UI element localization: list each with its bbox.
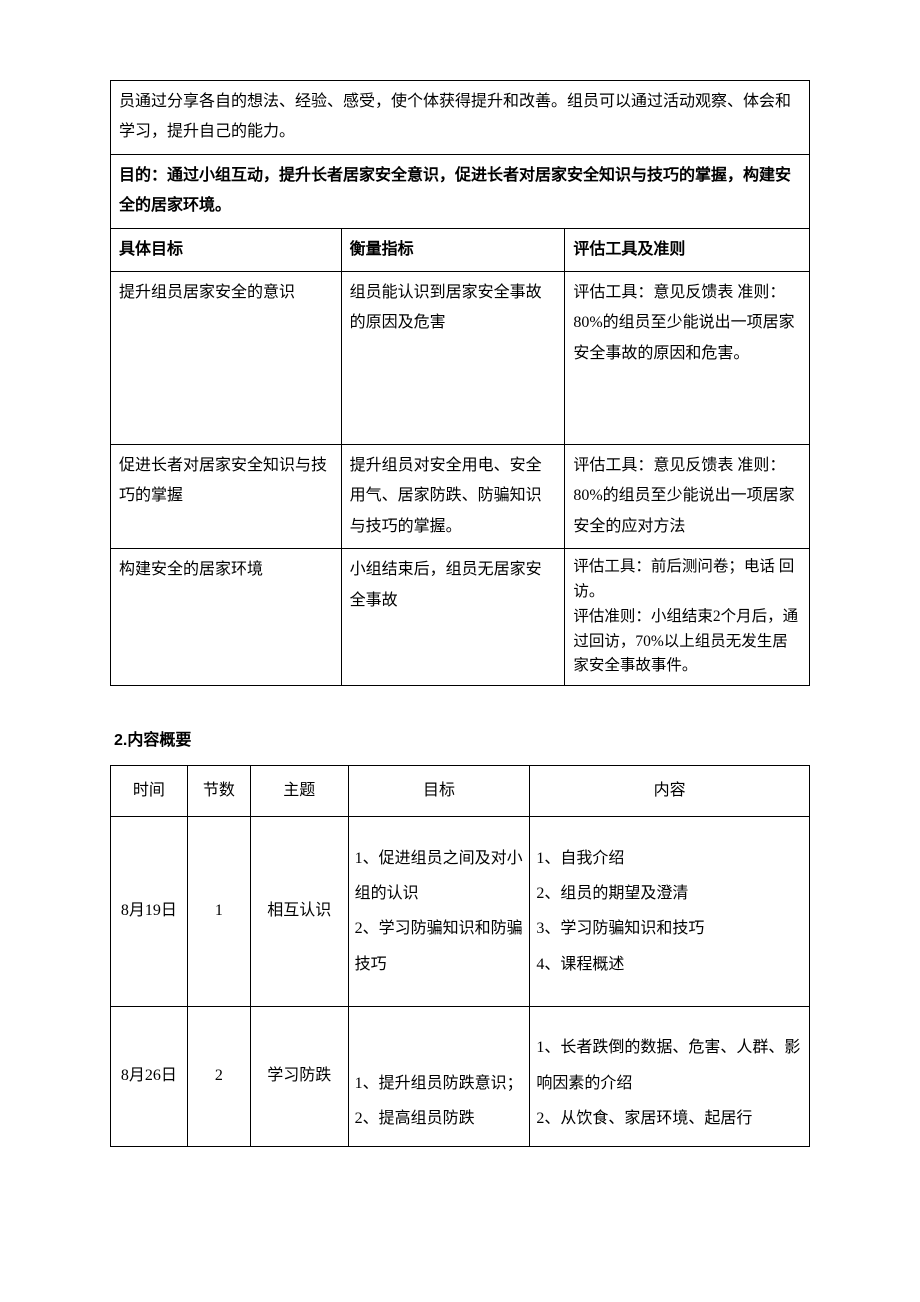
col-header-goal: 目标 [348, 765, 530, 816]
table-header-row: 时间 节数 主题 目标 内容 [111, 765, 810, 816]
table-row: 提升组员居家安全的意识 组员能认识到居家安全事故的原因及危害 评估工具：意见反馈… [111, 271, 810, 444]
topic-cell: 相互认识 [250, 816, 348, 1006]
table-row: 构建安全的居家环境 小组结束后，组员无居家安全事故 评估工具：前后测问卷；电话 … [111, 549, 810, 686]
table-row: 目的：通过小组互动，提升长者居家安全意识，促进长者对居家安全知识与技巧的掌握，构… [111, 154, 810, 228]
table-header-row: 具体目标 衡量指标 评估工具及准则 [111, 228, 810, 271]
goal-cell: 1、提升组员防跌意识； 2、提高组员防跌 [348, 1006, 530, 1146]
col-header-topic: 主题 [250, 765, 348, 816]
session-cell: 1 [187, 816, 250, 1006]
session-cell: 2 [187, 1006, 250, 1146]
intro-cell: 员通过分享各自的想法、经验、感受，使个体获得提升和改善。组员可以通过活动观察、体… [111, 81, 810, 155]
eval-cell: 评估工具：意见反馈表 准则：80%的组员至少能说出一项居家安全事故的原因和危害。 [565, 271, 810, 444]
topic-cell: 学习防跌 [250, 1006, 348, 1146]
purpose-cell: 目的：通过小组互动，提升长者居家安全意识，促进长者对居家安全知识与技巧的掌握，构… [111, 154, 810, 228]
objectives-table: 员通过分享各自的想法、经验、感受，使个体获得提升和改善。组员可以通过活动观察、体… [110, 80, 810, 686]
content-cell: 1、自我介绍 2、组员的期望及澄清 3、学习防骗知识和技巧 4、课程概述 [530, 816, 810, 1006]
col-header-eval: 评估工具及准则 [565, 228, 810, 271]
summary-table: 时间 节数 主题 目标 内容 8月19日 1 相互认识 1、促进组员之间及对小组… [110, 765, 810, 1147]
table-row: 促进长者对居家安全知识与技巧的掌握 提升组员对安全用电、安全用气、居家防跌、防骗… [111, 444, 810, 548]
metric-cell: 小组结束后，组员无居家安全事故 [341, 549, 565, 686]
eval-cell: 评估工具：前后测问卷；电话 回访。 评估准则：小组结束2个月后，通过回访，70%… [565, 549, 810, 686]
table-row: 员通过分享各自的想法、经验、感受，使个体获得提升和改善。组员可以通过活动观察、体… [111, 81, 810, 155]
goal-cell: 促进长者对居家安全知识与技巧的掌握 [111, 444, 342, 548]
table-row: 8月19日 1 相互认识 1、促进组员之间及对小组的认识 2、学习防骗知识和防骗… [111, 816, 810, 1006]
col-header-goal: 具体目标 [111, 228, 342, 271]
metric-cell: 提升组员对安全用电、安全用气、居家防跌、防骗知识与技巧的掌握。 [341, 444, 565, 548]
goal-cell: 构建安全的居家环境 [111, 549, 342, 686]
eval-cell: 评估工具：意见反馈表 准则：80%的组员至少能说出一项居家安全的应对方法 [565, 444, 810, 548]
section-heading: 2.内容概要 [114, 726, 810, 756]
goal-cell: 1、促进组员之间及对小组的认识 2、学习防骗知识和防骗技巧 [348, 816, 530, 1006]
col-header-metric: 衡量指标 [341, 228, 565, 271]
content-cell: 1、长者跌倒的数据、危害、人群、影响因素的介绍 2、从饮食、家居环境、起居行 [530, 1006, 810, 1146]
col-header-session: 节数 [187, 765, 250, 816]
col-header-time: 时间 [111, 765, 188, 816]
col-header-content: 内容 [530, 765, 810, 816]
table-row: 8月26日 2 学习防跌 1、提升组员防跌意识； 2、提高组员防跌 1、长者跌倒… [111, 1006, 810, 1146]
metric-cell: 组员能认识到居家安全事故的原因及危害 [341, 271, 565, 444]
goal-cell: 提升组员居家安全的意识 [111, 271, 342, 444]
time-cell: 8月26日 [111, 1006, 188, 1146]
time-cell: 8月19日 [111, 816, 188, 1006]
